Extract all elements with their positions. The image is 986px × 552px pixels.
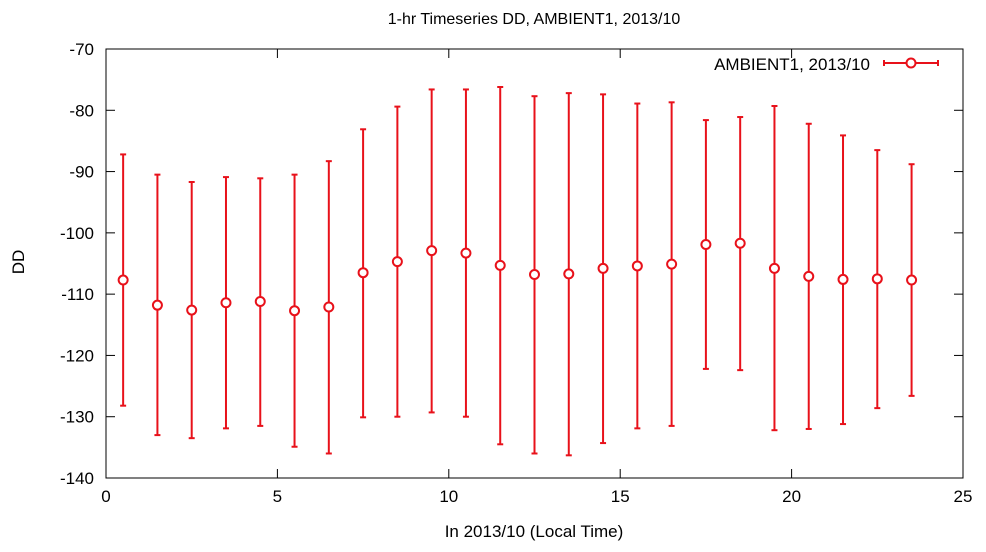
data-point xyxy=(426,88,438,414)
point-marker xyxy=(494,259,506,271)
y-tick-label: -90 xyxy=(69,163,94,182)
data-point xyxy=(871,149,883,410)
point-marker xyxy=(803,270,815,282)
point-marker xyxy=(906,274,918,286)
data-point xyxy=(220,176,232,430)
y-tick-label: -120 xyxy=(60,346,94,365)
point-marker xyxy=(871,273,883,285)
data-point xyxy=(289,173,301,448)
data-point xyxy=(631,102,643,430)
y-tick-label: -130 xyxy=(60,408,94,427)
point-marker xyxy=(186,304,198,316)
x-tick-label: 25 xyxy=(954,487,973,506)
point-marker xyxy=(323,301,335,313)
point-marker xyxy=(768,262,780,274)
point-marker xyxy=(837,273,849,285)
point-marker xyxy=(666,258,678,270)
data-point xyxy=(700,119,712,370)
plot-frame xyxy=(105,48,964,479)
data-point xyxy=(494,85,506,446)
data-point xyxy=(803,122,815,430)
chart-title: 1-hr Timeseries DD, AMBIENT1, 2013/10 xyxy=(388,11,681,28)
point-marker xyxy=(391,256,403,268)
x-tick-label: 5 xyxy=(273,487,282,506)
point-marker xyxy=(357,267,369,279)
point-marker xyxy=(254,295,266,307)
legend: AMBIENT1, 2013/10 xyxy=(714,55,939,74)
data-point xyxy=(357,128,369,419)
data-marks xyxy=(117,85,918,457)
y-tick-label: -80 xyxy=(69,101,94,120)
point-marker xyxy=(631,260,643,272)
data-point xyxy=(460,88,472,418)
point-marker xyxy=(460,247,472,259)
point-marker xyxy=(117,274,129,286)
point-marker xyxy=(597,262,609,274)
point-marker xyxy=(151,299,163,311)
point-marker xyxy=(700,239,712,251)
data-point xyxy=(768,104,780,432)
data-point xyxy=(254,177,266,427)
data-point xyxy=(323,160,335,455)
point-marker xyxy=(426,245,438,257)
data-point xyxy=(391,105,403,418)
point-marker xyxy=(529,269,540,281)
data-point xyxy=(563,92,575,457)
point-marker xyxy=(220,297,232,309)
point-marker xyxy=(734,237,746,249)
data-point xyxy=(186,180,198,440)
data-point xyxy=(734,116,746,372)
x-tick-label: 0 xyxy=(101,487,110,506)
data-point xyxy=(529,95,540,455)
y-tick-label: -110 xyxy=(61,285,94,304)
x-tick-label: 10 xyxy=(439,487,458,506)
legend-label: AMBIENT1, 2013/10 xyxy=(714,55,870,74)
data-point xyxy=(597,93,609,445)
x-tick-label: 15 xyxy=(611,487,630,506)
y-tick-label: -70 xyxy=(69,40,94,59)
legend-marker xyxy=(905,57,917,69)
point-marker xyxy=(563,268,575,280)
axis-ticks: 0 5 10 15 20 25 -70 -80 -90 -100 -110 -120 -130 -140 xyxy=(60,40,972,506)
x-axis-label: In 2013/10 (Local Time) xyxy=(445,522,624,541)
data-point xyxy=(906,163,918,397)
data-point xyxy=(837,134,849,426)
data-point xyxy=(117,153,129,407)
y-tick-label: -140 xyxy=(60,469,94,488)
point-marker xyxy=(289,305,301,317)
data-point xyxy=(151,173,163,437)
y-axis-label: DD xyxy=(9,250,28,275)
data-point xyxy=(666,101,678,427)
y-tick-label: -100 xyxy=(60,224,94,243)
x-tick-label: 20 xyxy=(782,487,801,506)
